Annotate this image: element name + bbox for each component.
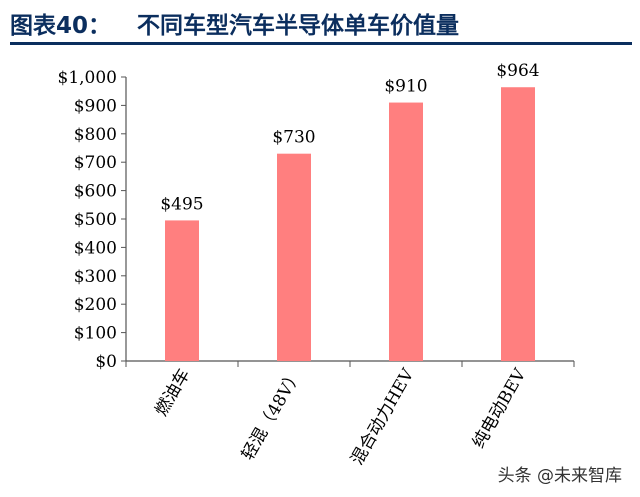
- header-rule: [10, 42, 632, 45]
- y-tick-label: $900: [74, 96, 117, 116]
- y-tick-label: $600: [74, 182, 117, 202]
- bar: [389, 102, 423, 361]
- bar: [165, 220, 199, 361]
- y-tick-label: $800: [74, 125, 117, 145]
- data-label: $910: [384, 77, 427, 97]
- y-tick-label: $200: [74, 295, 117, 315]
- x-tick-label: 轻混（48V）: [238, 366, 306, 464]
- x-tick-label: 纯电动BEV: [469, 365, 531, 452]
- bar: [277, 153, 311, 361]
- y-tick-label: $500: [74, 210, 117, 230]
- y-tick-label: $400: [74, 238, 117, 258]
- x-tick-label: 混合动力HEV: [347, 365, 418, 469]
- x-tick-label: 燃油车: [152, 366, 195, 420]
- data-label: $495: [160, 194, 203, 214]
- data-label: $964: [496, 61, 539, 81]
- y-tick-label: $700: [74, 153, 117, 173]
- y-tick-label: $300: [74, 267, 117, 287]
- y-tick-label: $1,000: [58, 68, 117, 88]
- bar: [501, 87, 535, 361]
- watermark: 头条 @未来智库: [493, 460, 626, 487]
- figure-header: 图表40： 不同车型汽车半导体单车价值量: [0, 0, 640, 45]
- figure-label: 图表40：: [10, 13, 112, 39]
- y-tick-label: $0: [95, 352, 117, 372]
- data-label: $730: [272, 128, 315, 148]
- y-tick-label: $100: [74, 324, 117, 344]
- figure-title: 不同车型汽车半导体单车价值量: [137, 13, 459, 39]
